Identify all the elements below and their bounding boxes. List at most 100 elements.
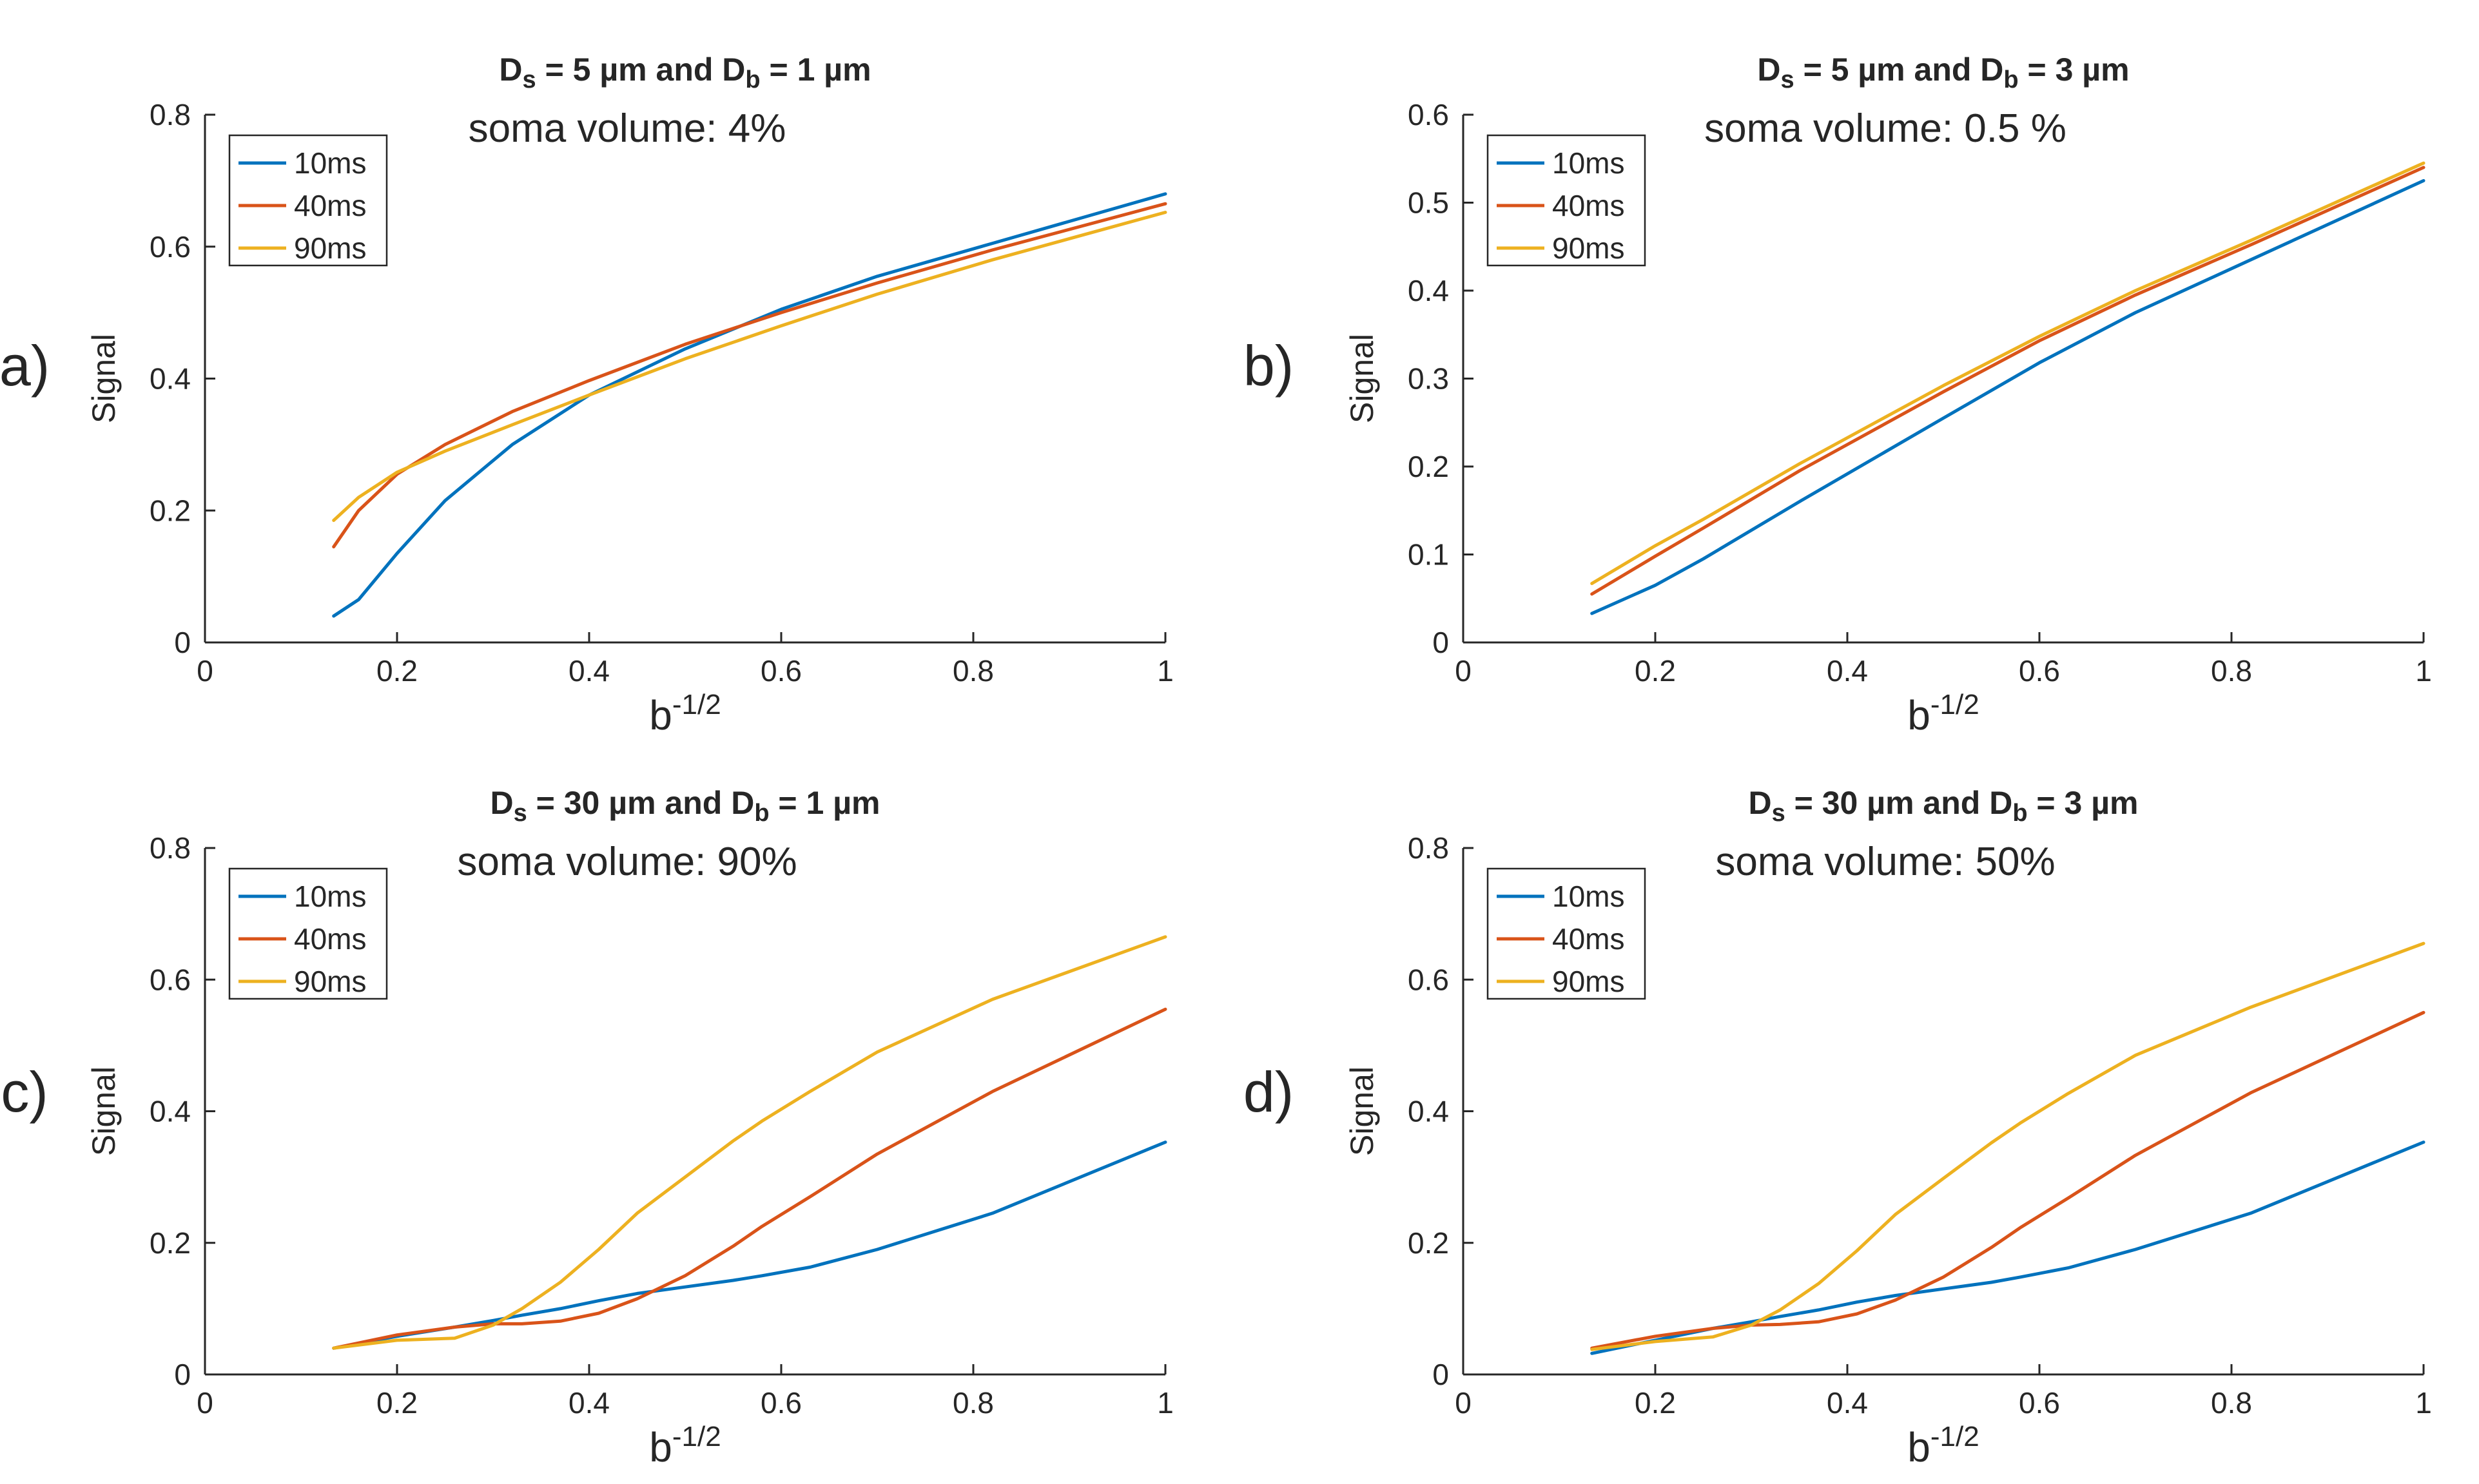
x-tick-label: 0.8 bbox=[953, 1386, 994, 1420]
x-tick-label: 0.8 bbox=[953, 654, 994, 688]
series-line-90ms bbox=[332, 211, 1167, 523]
x-tick-label: 0.2 bbox=[376, 654, 418, 688]
series-line-10ms bbox=[1590, 1141, 2426, 1355]
y-axis-label: Signal bbox=[1344, 1066, 1380, 1156]
series-line-90ms bbox=[1590, 161, 2426, 585]
legend-label: 40ms bbox=[1552, 189, 1624, 222]
x-tick-label: 0.8 bbox=[2211, 1386, 2252, 1420]
title-text: = 3 µm bbox=[2019, 52, 2130, 88]
chart-panel-c: 0 0.2 0.4 0.6 0.8 1 0 0.2 0.4 0.6 0.8 Ds = 30 µm an… bbox=[1, 785, 1173, 1470]
chart-subtitle: soma volume: 90% bbox=[457, 840, 797, 884]
x-tick-label: 0.8 bbox=[2211, 654, 2252, 688]
series-line-40ms bbox=[1590, 166, 2426, 596]
y-tick-label: 0.3 bbox=[1408, 362, 1449, 396]
series-line-10ms bbox=[332, 192, 1167, 618]
x-tick-label: 0.6 bbox=[761, 1386, 802, 1420]
chart-panel-d: 0 0.2 0.4 0.6 0.8 1 0 0.2 0.4 0.6 0.8 Ds = 30 µm an… bbox=[1243, 785, 2432, 1470]
title-subscript: b bbox=[745, 66, 760, 93]
title-subscript: s bbox=[514, 800, 527, 827]
x-axis-label-base: b bbox=[649, 692, 672, 738]
legend-label: 40ms bbox=[294, 189, 366, 222]
x-tick-label: 0 bbox=[1455, 654, 1472, 688]
y-tick-label: 0.6 bbox=[1408, 98, 1449, 131]
title-text: = 5 µm and D bbox=[1794, 52, 2004, 88]
y-tick-label: 0 bbox=[1432, 626, 1449, 659]
legend-label: 10ms bbox=[294, 146, 366, 180]
y-tick-label: 0.4 bbox=[150, 362, 191, 396]
y-tick-label: 0.2 bbox=[150, 1226, 191, 1260]
y-tick-label: 0.8 bbox=[150, 98, 191, 131]
x-axis-label: b-1/2 bbox=[1907, 689, 1979, 739]
y-tick-label: 0.4 bbox=[1408, 274, 1449, 307]
x-tick-label: 0.4 bbox=[569, 654, 610, 688]
x-tick-label: 1 bbox=[1157, 1386, 1174, 1420]
x-tick-label: 0 bbox=[197, 654, 213, 688]
title-text: = 5 µm and D bbox=[536, 52, 746, 88]
x-tick-label: 0.4 bbox=[1827, 1386, 1868, 1420]
x-tick-label: 0.2 bbox=[1635, 654, 1676, 688]
chart-title: Ds = 5 µm and Db = 1 µm bbox=[499, 52, 871, 93]
title-subscript: s bbox=[1781, 66, 1794, 93]
x-tick-label: 1 bbox=[2415, 654, 2432, 688]
x-tick-label: 0 bbox=[1455, 1386, 1472, 1420]
title-text: = 1 µm bbox=[761, 52, 871, 88]
legend-label: 40ms bbox=[1552, 922, 1624, 956]
chart-subtitle: soma volume: 50% bbox=[1715, 840, 2055, 884]
legend-box bbox=[1486, 134, 1646, 267]
chart-subtitle: soma volume: 0.5 % bbox=[1704, 106, 2066, 151]
x-tick-label: 0.6 bbox=[761, 654, 802, 688]
y-tick-label: 0.6 bbox=[150, 963, 191, 996]
legend-label: 90ms bbox=[1552, 965, 1624, 998]
legend-box bbox=[1486, 867, 1646, 1000]
x-axis-label-base: b bbox=[649, 1424, 672, 1470]
title-text: D bbox=[1757, 52, 1780, 88]
y-tick-label: 0.8 bbox=[150, 831, 191, 865]
title-text: = 30 µm and D bbox=[1785, 785, 2013, 821]
chart-title: Ds = 30 µm and Db = 3 µm bbox=[1749, 785, 2139, 827]
y-tick-label: 0 bbox=[174, 1358, 191, 1391]
x-tick-label: 0.6 bbox=[2019, 654, 2060, 688]
x-tick-label: 0.4 bbox=[569, 1386, 610, 1420]
x-axis-label: b-1/2 bbox=[1907, 1421, 1979, 1471]
y-tick-label: 0.4 bbox=[1408, 1095, 1449, 1128]
y-axis-label: Signal bbox=[1344, 334, 1380, 423]
title-text: = 30 µm and D bbox=[527, 785, 755, 821]
x-tick-label: 0.4 bbox=[1827, 654, 1868, 688]
panel-label: b) bbox=[1243, 334, 1294, 398]
x-tick-label: 1 bbox=[1157, 654, 1174, 688]
y-tick-label: 0.6 bbox=[150, 230, 191, 264]
panel-label: a) bbox=[0, 334, 50, 398]
title-subscript: s bbox=[1772, 800, 1785, 827]
x-axis-label-exponent: -1/2 bbox=[672, 1421, 721, 1452]
y-tick-label: 0.8 bbox=[1408, 831, 1449, 865]
legend-box bbox=[228, 867, 388, 1000]
y-tick-label: 0.2 bbox=[1408, 1226, 1449, 1260]
panel-label: d) bbox=[1243, 1060, 1294, 1124]
title-text: D bbox=[1749, 785, 1772, 821]
legend-label: 90ms bbox=[294, 231, 366, 265]
y-tick-label: 0.5 bbox=[1408, 186, 1449, 220]
legend-box bbox=[228, 134, 388, 267]
y-tick-label: 0.6 bbox=[1408, 963, 1449, 996]
legend-label: 10ms bbox=[1552, 880, 1624, 913]
series-line-40ms bbox=[332, 1007, 1167, 1350]
title-text: = 3 µm bbox=[2028, 785, 2139, 821]
title-subscript: b bbox=[754, 800, 769, 827]
title-text: D bbox=[491, 785, 514, 821]
series-line-40ms bbox=[1590, 1010, 2426, 1350]
y-axis-label: Signal bbox=[86, 1066, 122, 1156]
y-tick-label: 0.2 bbox=[1408, 450, 1449, 483]
x-tick-label: 1 bbox=[2415, 1386, 2432, 1420]
title-subscript: s bbox=[523, 66, 536, 93]
legend-label: 90ms bbox=[1552, 231, 1624, 265]
x-axis-label-base: b bbox=[1907, 1424, 1930, 1470]
y-axis-label: Signal bbox=[86, 334, 122, 423]
x-axis-label-exponent: -1/2 bbox=[672, 689, 721, 720]
y-tick-label: 0.1 bbox=[1408, 538, 1449, 572]
x-tick-label: 0.2 bbox=[376, 1386, 418, 1420]
y-tick-label: 0.2 bbox=[150, 494, 191, 527]
x-tick-label: 0.2 bbox=[1635, 1386, 1676, 1420]
x-axis-label-exponent: -1/2 bbox=[1930, 689, 1979, 720]
series-line-90ms bbox=[1590, 941, 2426, 1351]
